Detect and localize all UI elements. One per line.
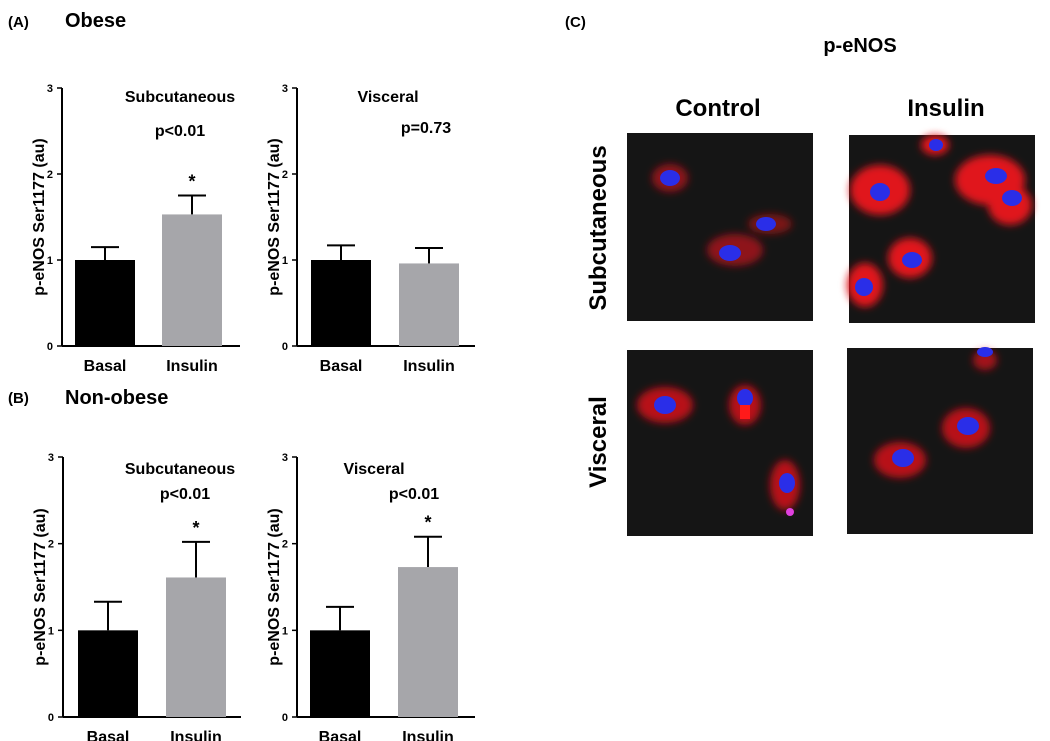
micrograph bbox=[847, 135, 1035, 323]
y-tick-label: 1 bbox=[282, 255, 288, 267]
x-tick-label: Insulin bbox=[403, 358, 455, 375]
x-tick-label: Basal bbox=[320, 358, 363, 375]
y-tick-label: 0 bbox=[47, 341, 53, 353]
column-label: Insulin bbox=[907, 95, 984, 122]
y-axis-label: p-eNOS Ser1177 (au) bbox=[266, 508, 283, 665]
row-label: Subcutaneous bbox=[585, 145, 612, 310]
y-tick-label: 3 bbox=[47, 83, 53, 95]
panel-title: Obese bbox=[65, 10, 126, 32]
p-value: p<0.01 bbox=[160, 486, 210, 503]
y-tick-label: 1 bbox=[282, 625, 288, 637]
panel-label: (C) bbox=[565, 14, 586, 31]
column-label: Control bbox=[675, 95, 760, 122]
y-tick-label: 2 bbox=[48, 539, 54, 551]
p-value: p<0.01 bbox=[389, 486, 439, 503]
micrograph bbox=[627, 350, 813, 536]
x-tick-label: Insulin bbox=[170, 729, 222, 741]
y-axis-label: p-eNOS Ser1177 (au) bbox=[32, 508, 49, 665]
panel-label: (A) bbox=[8, 14, 29, 31]
x-tick-label: Basal bbox=[84, 358, 127, 375]
bar bbox=[162, 214, 222, 346]
p-value: p<0.01 bbox=[155, 123, 205, 140]
bar bbox=[398, 567, 458, 717]
x-tick-label: Basal bbox=[87, 729, 130, 741]
y-axis-label: p-eNOS Ser1177 (au) bbox=[266, 138, 283, 295]
y-tick-label: 3 bbox=[282, 83, 288, 95]
bar bbox=[78, 630, 138, 717]
y-tick-label: 3 bbox=[282, 452, 288, 464]
y-tick-label: 2 bbox=[282, 539, 288, 551]
y-tick-label: 2 bbox=[47, 169, 53, 181]
panel-title: p-eNOS bbox=[823, 35, 896, 57]
bar bbox=[166, 577, 226, 717]
bar bbox=[310, 630, 370, 717]
row-label: Visceral bbox=[585, 396, 612, 488]
significance-marker: * bbox=[188, 172, 195, 192]
y-axis-label: p-eNOS Ser1177 (au) bbox=[31, 138, 48, 295]
x-tick-label: Basal bbox=[319, 729, 362, 741]
y-tick-label: 3 bbox=[48, 452, 54, 464]
y-tick-label: 0 bbox=[282, 341, 288, 353]
chart-title: Visceral bbox=[343, 461, 404, 478]
bar bbox=[75, 260, 135, 346]
y-tick-label: 1 bbox=[47, 255, 53, 267]
micrograph bbox=[847, 347, 1033, 534]
micrograph bbox=[627, 133, 813, 321]
panel-label: (B) bbox=[8, 390, 29, 407]
chart-title: Visceral bbox=[357, 89, 418, 106]
chart-title: Subcutaneous bbox=[125, 89, 235, 106]
chart-title: Subcutaneous bbox=[125, 461, 235, 478]
bar bbox=[399, 263, 459, 346]
y-tick-label: 0 bbox=[48, 712, 54, 724]
y-tick-label: 2 bbox=[282, 169, 288, 181]
p-value: p=0.73 bbox=[401, 120, 451, 137]
x-tick-label: Insulin bbox=[402, 729, 454, 741]
bar bbox=[311, 260, 371, 346]
panel-title: Non-obese bbox=[65, 387, 168, 409]
significance-marker: * bbox=[192, 518, 199, 538]
y-tick-label: 0 bbox=[282, 712, 288, 724]
significance-marker: * bbox=[424, 513, 431, 533]
x-tick-label: Insulin bbox=[166, 358, 218, 375]
y-tick-label: 1 bbox=[48, 625, 54, 637]
